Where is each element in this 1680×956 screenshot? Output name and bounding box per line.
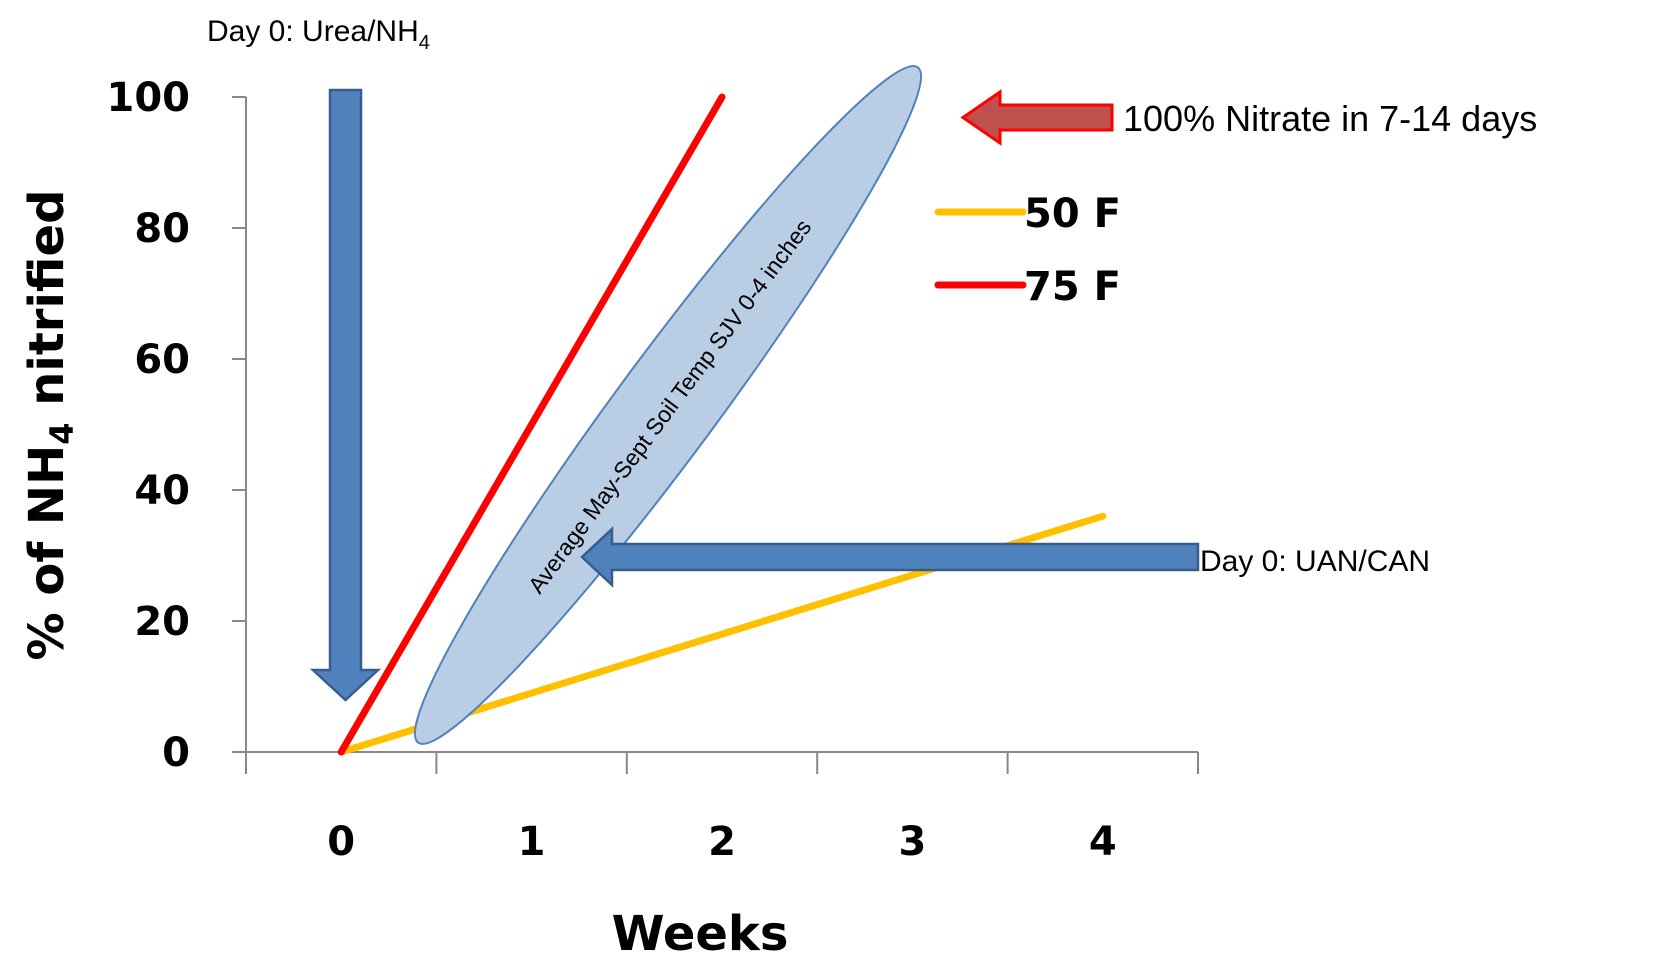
urea-label: Day 0: Urea/NH4: [207, 15, 430, 54]
legend-label: 50 F: [1024, 191, 1121, 237]
series-line-75-f: [337, 93, 726, 756]
y-tick-label: 20: [134, 599, 190, 645]
uan-label: Day 0: UAN/CAN: [1200, 545, 1430, 578]
x-tick-label: 4: [1089, 819, 1117, 865]
x-ticks: 0 1 2 3 4: [245, 752, 1199, 865]
axes: [245, 97, 1198, 753]
x-tick-label: 1: [518, 819, 546, 865]
legend-label: 75 F: [1024, 264, 1121, 310]
y-tick-label: 60: [134, 337, 190, 383]
nitrate-arrow: [960, 89, 1114, 146]
y-tick-label: 100: [107, 75, 191, 121]
urea-arrow: [309, 88, 382, 702]
x-tick-label: 0: [327, 819, 355, 865]
y-ticks: 0 20 40 60 80 100: [107, 75, 246, 776]
soil-temp-ellipse: Average May-Sept Soil Temp SJV 0-4 inche…: [413, 65, 923, 745]
y-axis-title: % of NH4 nitrified: [19, 190, 81, 661]
x-tick-label: 2: [708, 819, 736, 865]
y-tick-label: 80: [134, 206, 190, 252]
y-tick-label: 40: [134, 468, 190, 514]
x-tick-label: 3: [898, 819, 926, 865]
legend: 50 F 75 F: [934, 191, 1121, 310]
nitrate-label: 100% Nitrate in 7-14 days: [1123, 98, 1537, 139]
ellipse-label: Average May-Sept Soil Temp SJV 0-4 inche…: [523, 214, 816, 598]
y-tick-label: 0: [162, 730, 190, 776]
uan-arrow: [580, 526, 1200, 588]
x-axis-title: Weeks: [612, 906, 789, 956]
